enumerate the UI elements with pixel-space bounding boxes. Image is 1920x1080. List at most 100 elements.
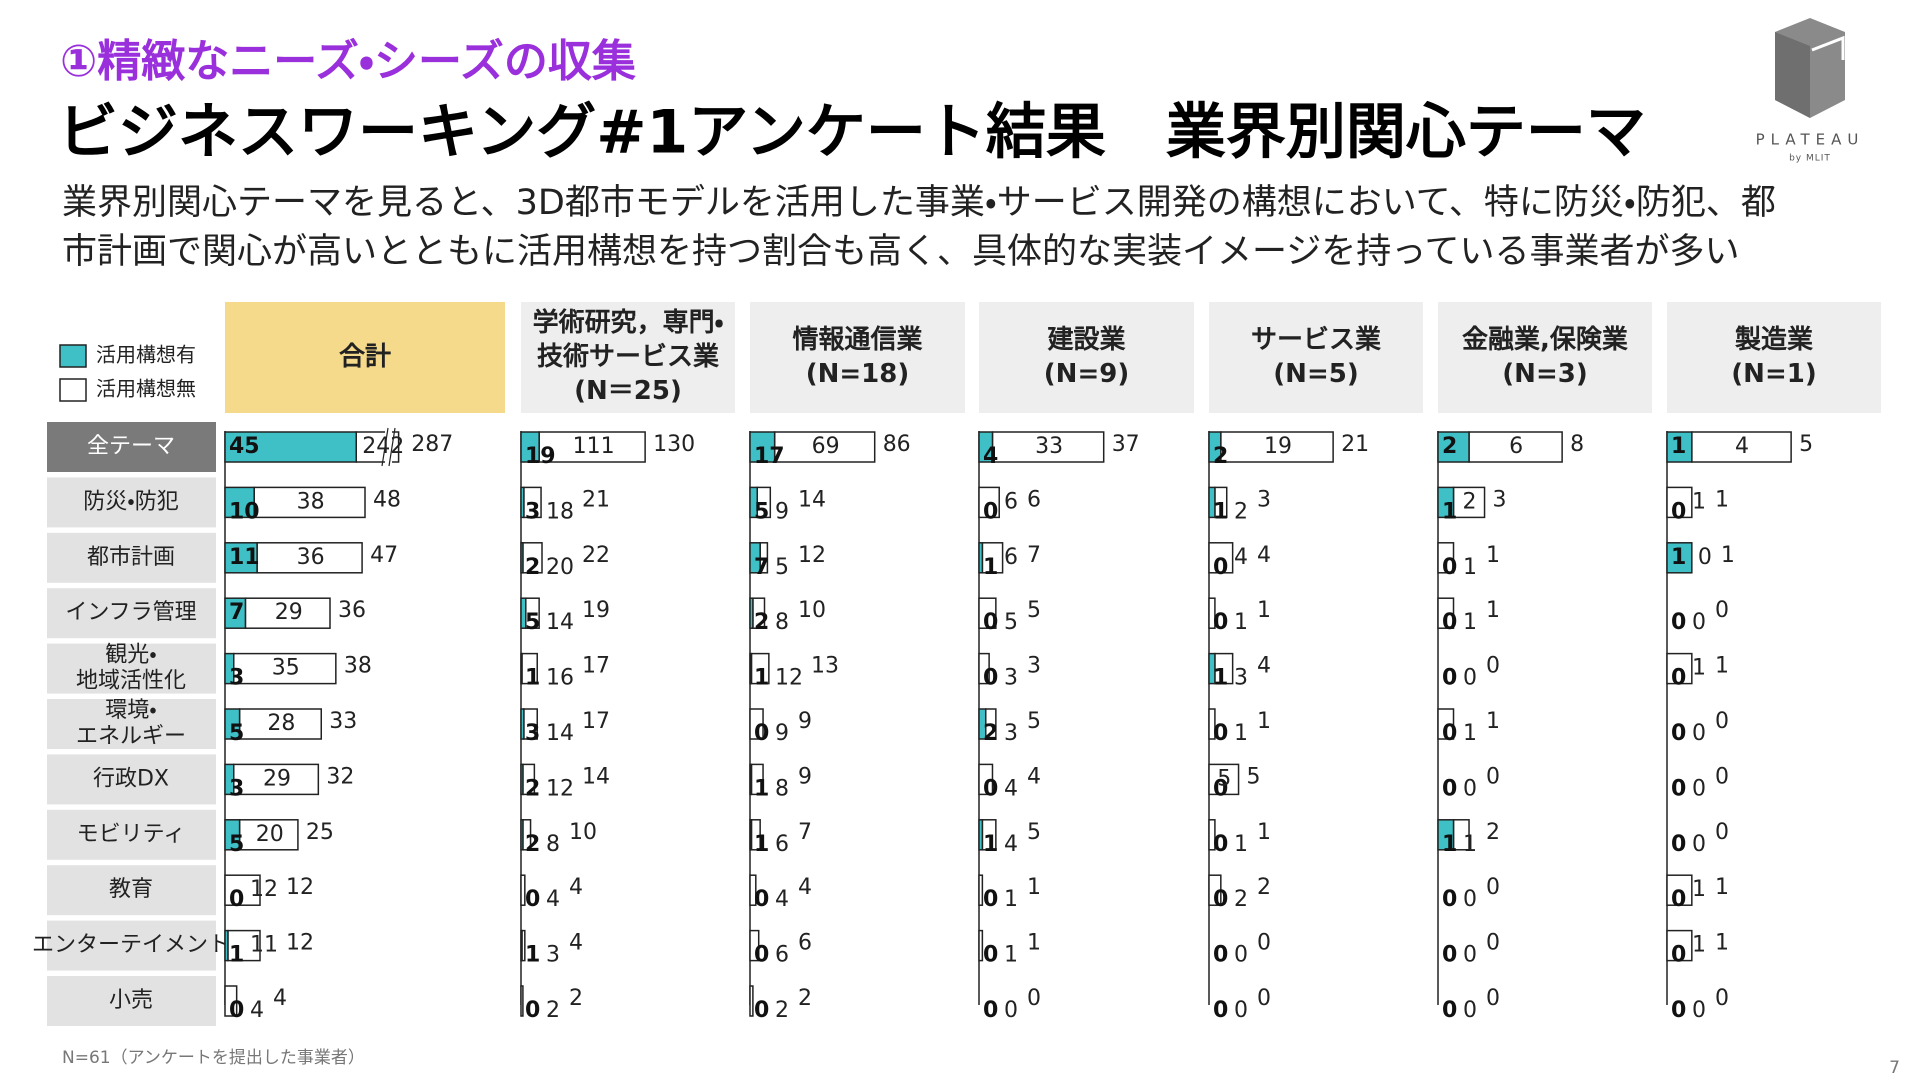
- value-total: 5: [1799, 432, 1813, 457]
- value-without: 1: [1234, 610, 1248, 635]
- theme-label: 小売: [109, 988, 153, 1013]
- theme-label: エンターテイメント: [32, 933, 230, 958]
- bar-with: [749, 763, 753, 796]
- value-without: 6: [775, 943, 789, 968]
- legend-swatch: [59, 378, 87, 402]
- value-total: 14: [798, 487, 826, 512]
- value-total: 3: [1027, 654, 1041, 679]
- value-total: 22: [582, 543, 610, 568]
- panel-title: (N=18): [806, 359, 910, 389]
- value-with: 2: [525, 776, 540, 801]
- value-without: 35: [272, 656, 300, 681]
- axis-break-gap: [385, 428, 393, 466]
- value-total: 36: [338, 598, 366, 623]
- value-total: 0: [1486, 654, 1500, 679]
- value-total: 21: [1341, 432, 1369, 457]
- value-total: 4: [1257, 654, 1271, 679]
- theme-label: 教育: [109, 877, 153, 902]
- value-without: 9: [775, 721, 789, 746]
- panel-header: [1667, 302, 1881, 413]
- bar-without: [773, 431, 876, 463]
- value-without: 20: [256, 822, 284, 847]
- value-with: 1: [1213, 499, 1228, 524]
- value-without: 11: [250, 933, 278, 958]
- value-total: 17: [582, 709, 610, 734]
- value-total: 4: [798, 875, 812, 900]
- theme-box: [47, 976, 216, 1026]
- value-with: 0: [525, 998, 540, 1023]
- value-without: 38: [297, 489, 325, 514]
- theme-box: [47, 809, 216, 860]
- value-with: 0: [1671, 499, 1686, 524]
- value-without: 0: [1463, 887, 1477, 912]
- value-total: 0: [1715, 709, 1729, 734]
- bar-without: [224, 985, 238, 1017]
- logo: PLATEAU by MLIT: [1756, 18, 1858, 164]
- value-without: 0: [1463, 776, 1477, 801]
- value-total: 1: [1257, 598, 1271, 623]
- bar-without: [238, 708, 322, 740]
- value-with: 1: [525, 943, 540, 968]
- value-with: 2: [754, 610, 769, 635]
- value-total: 12: [286, 931, 314, 956]
- value-with: 3: [525, 721, 540, 746]
- value-with: 19: [525, 444, 556, 469]
- value-with: 0: [1213, 555, 1228, 580]
- value-total: 8: [1570, 432, 1584, 457]
- value-with: 0: [983, 776, 998, 801]
- bar-without: [233, 652, 337, 685]
- value-total: 38: [344, 654, 372, 679]
- value-with: 0: [1213, 887, 1228, 912]
- value-with: 0: [1213, 721, 1228, 746]
- value-without: 1: [1692, 877, 1706, 902]
- value-without: 3: [1234, 666, 1248, 691]
- value-total: 1: [1257, 709, 1271, 734]
- value-with: 0: [1213, 776, 1228, 801]
- page-number: 7: [1889, 1058, 1900, 1078]
- value-with: 2: [525, 555, 540, 580]
- bar-with: [224, 486, 255, 519]
- bar-with: [520, 486, 525, 519]
- bar-without: [1666, 486, 1693, 519]
- value-with: 1: [983, 832, 998, 857]
- theme-label: インフラ管理: [65, 600, 196, 625]
- bar-with: [224, 708, 241, 740]
- value-without: 6: [1509, 434, 1523, 459]
- bar-without: [978, 597, 997, 629]
- value-without: 18: [546, 499, 574, 524]
- bar-without: [224, 874, 261, 906]
- value-total: 6: [798, 931, 812, 956]
- value-without: 0: [1692, 776, 1706, 801]
- value-without: 33: [1035, 434, 1063, 459]
- value-with: 1: [1442, 832, 1457, 857]
- value-with: 1: [1442, 499, 1457, 524]
- value-total: 86: [883, 432, 911, 457]
- value-total: 0: [1257, 986, 1271, 1011]
- value-with: 1: [754, 776, 769, 801]
- value-with: 5: [525, 610, 540, 635]
- value-with: 17: [754, 444, 785, 469]
- axis-break: [381, 427, 389, 467]
- value-without: 14: [546, 721, 574, 746]
- value-without: 8: [546, 832, 560, 857]
- bar-with: [1437, 431, 1470, 463]
- value-without: 1: [1692, 656, 1706, 681]
- value-with: 5: [754, 499, 769, 524]
- value-with: 2: [525, 832, 540, 857]
- bar-without: [978, 929, 984, 962]
- bar-without: [749, 929, 760, 962]
- logo-mark: [1811, 35, 1845, 60]
- value-with: 0: [1671, 998, 1686, 1023]
- panel-title: 情報通信業: [792, 325, 922, 355]
- bar-without: [1208, 597, 1216, 629]
- value-with: 1: [754, 832, 769, 857]
- value-with: 45: [229, 434, 260, 459]
- value-total: 1: [1486, 543, 1500, 568]
- value-without: 9: [775, 499, 789, 524]
- bar-with: [224, 431, 357, 463]
- bar-without: [256, 542, 363, 574]
- bar-without: [1208, 819, 1216, 851]
- value-total: 2: [798, 986, 812, 1011]
